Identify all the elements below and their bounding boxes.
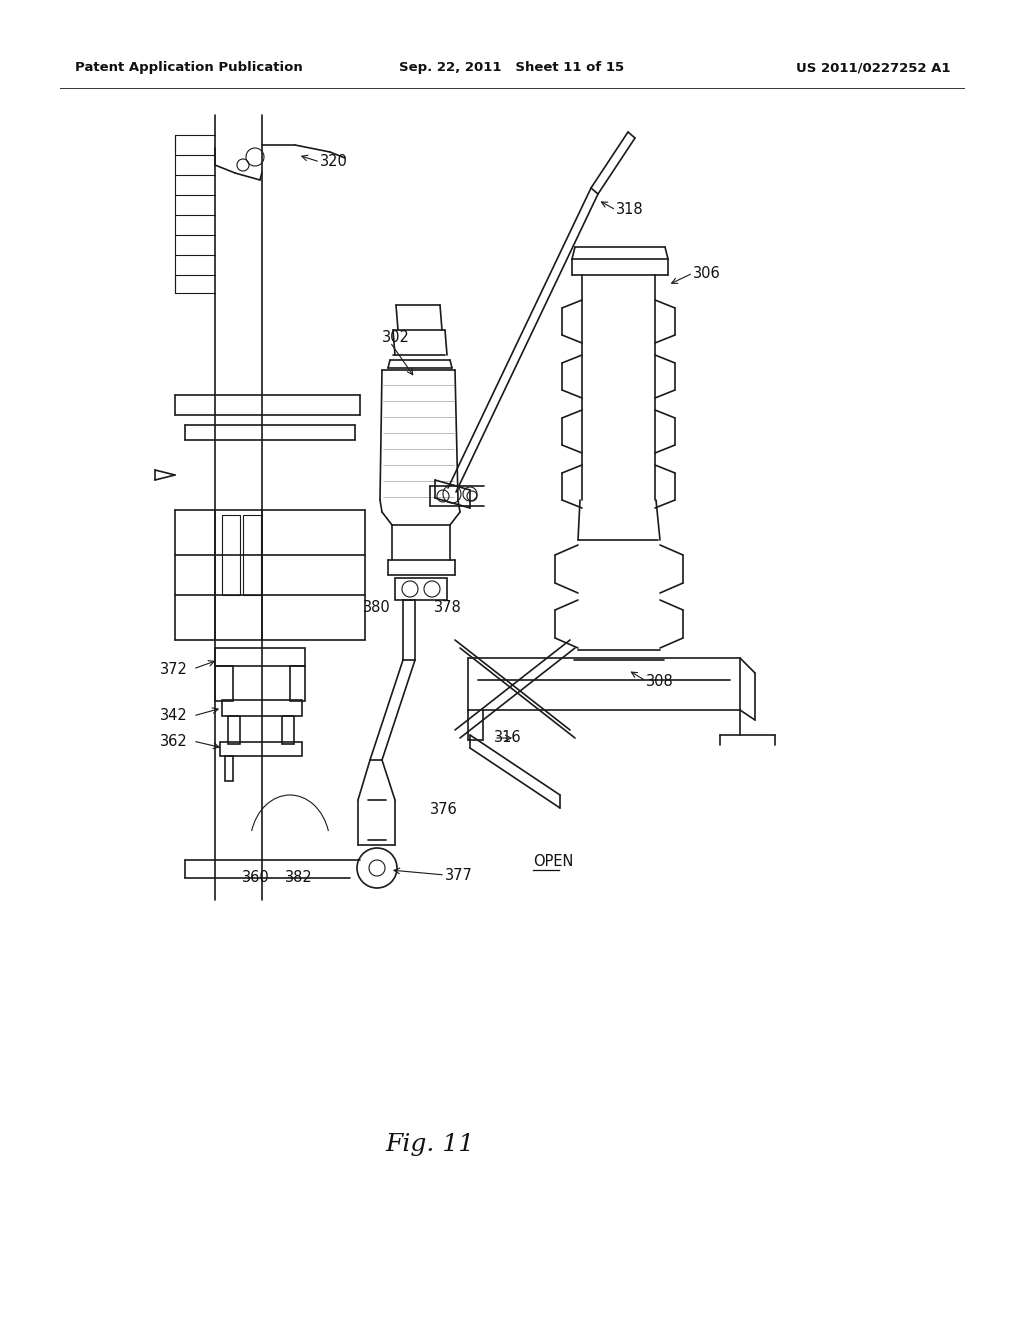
Text: 378: 378 <box>434 599 462 615</box>
Bar <box>228 715 240 744</box>
Text: Fig. 11: Fig. 11 <box>385 1134 474 1156</box>
Bar <box>220 742 302 756</box>
Bar <box>243 515 261 595</box>
Text: 306: 306 <box>693 265 721 281</box>
Bar <box>215 648 305 667</box>
Bar <box>215 667 233 701</box>
Text: US 2011/0227252 A1: US 2011/0227252 A1 <box>796 62 950 74</box>
Text: 377: 377 <box>445 867 473 883</box>
Text: 360: 360 <box>242 870 269 884</box>
Text: Patent Application Publication: Patent Application Publication <box>75 62 303 74</box>
Bar <box>395 578 447 601</box>
Text: 318: 318 <box>616 202 644 218</box>
Text: 342: 342 <box>160 709 187 723</box>
Text: 372: 372 <box>160 661 187 676</box>
Text: 376: 376 <box>430 801 458 817</box>
Text: 380: 380 <box>362 599 391 615</box>
Text: Sep. 22, 2011   Sheet 11 of 15: Sep. 22, 2011 Sheet 11 of 15 <box>399 62 625 74</box>
Text: 362: 362 <box>160 734 187 748</box>
Bar <box>225 756 233 781</box>
Text: 382: 382 <box>285 870 312 884</box>
Text: OPEN: OPEN <box>534 854 573 870</box>
Bar <box>282 715 294 744</box>
Bar <box>290 667 305 701</box>
Text: 308: 308 <box>646 673 674 689</box>
Text: 316: 316 <box>494 730 521 746</box>
Text: 302: 302 <box>382 330 410 345</box>
Bar <box>222 515 240 595</box>
Bar <box>222 700 302 715</box>
Text: 320: 320 <box>319 154 348 169</box>
